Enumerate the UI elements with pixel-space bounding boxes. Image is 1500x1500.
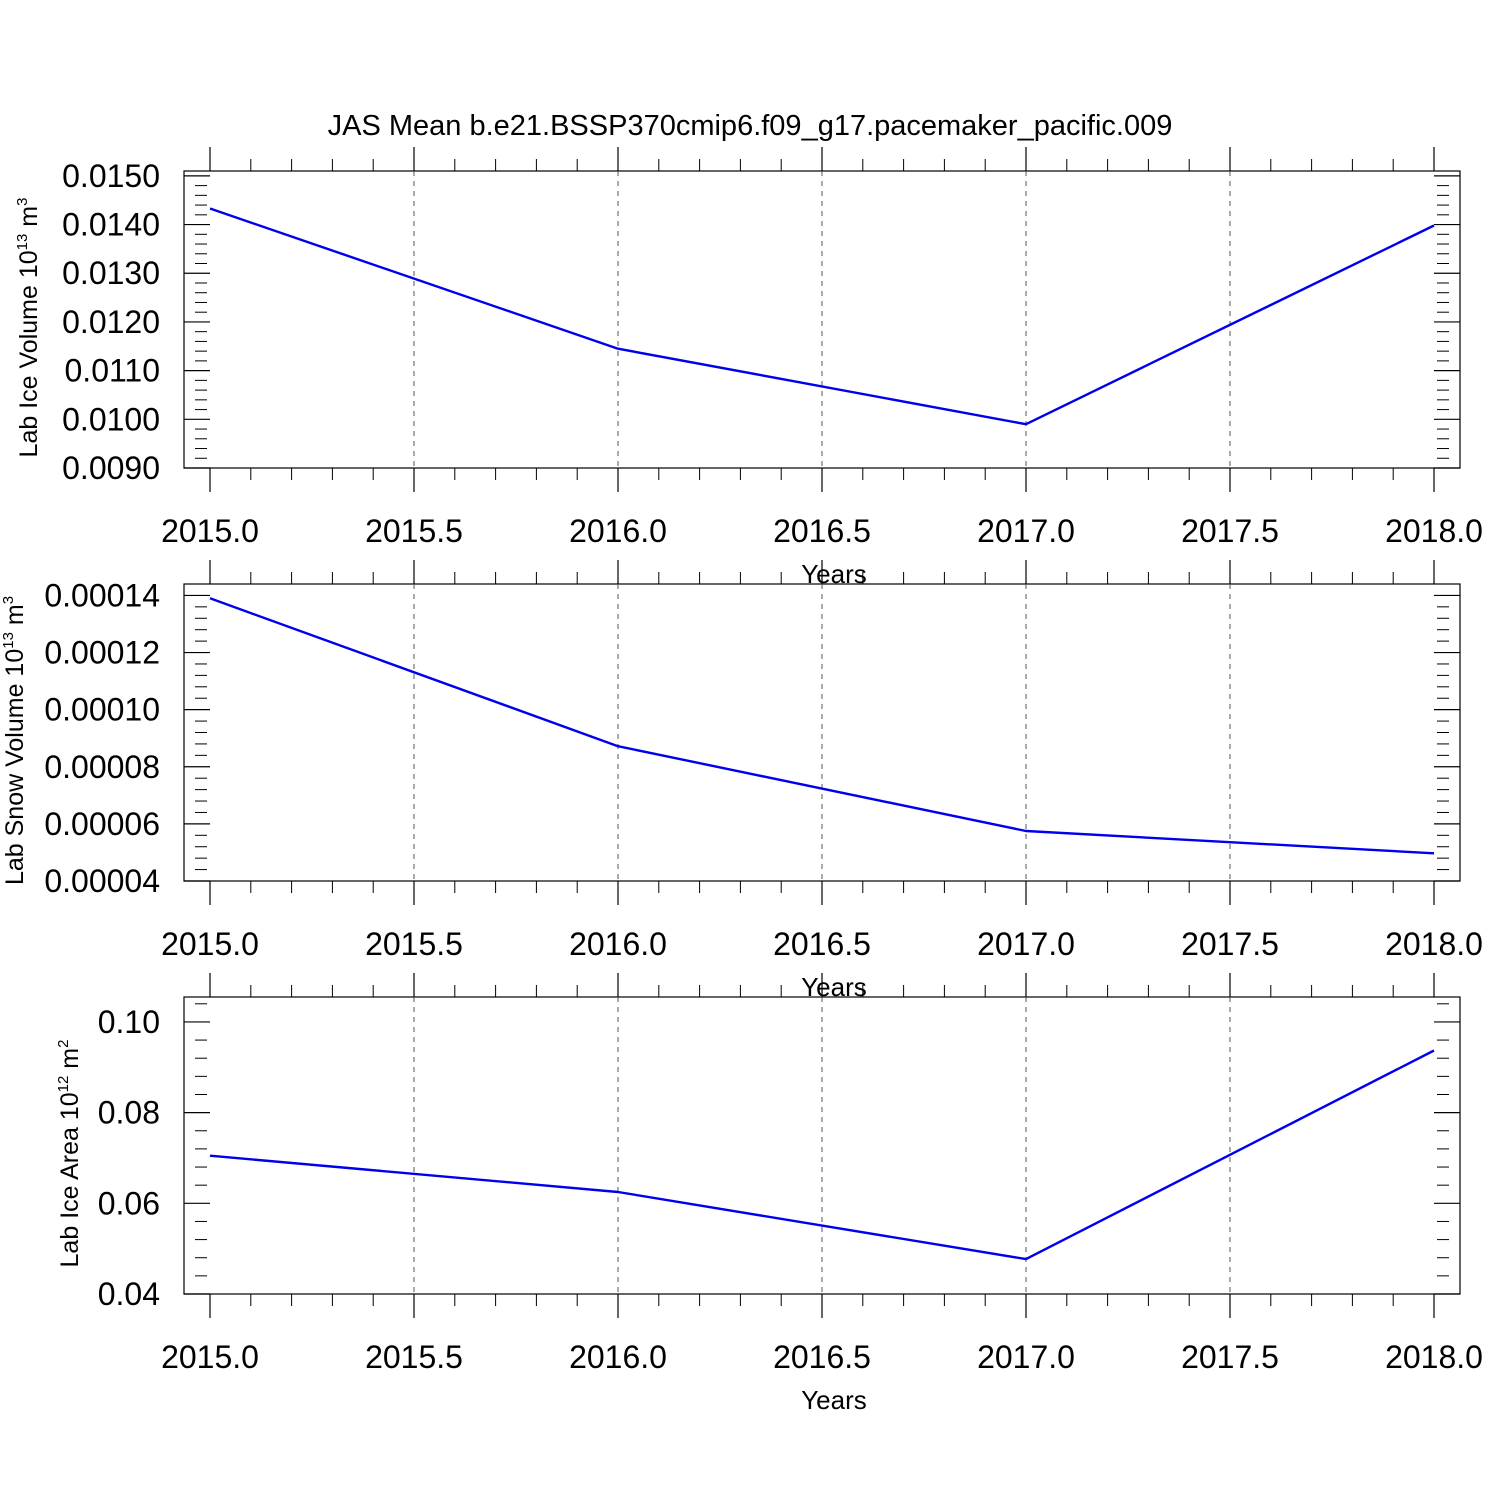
panel-1: 2015.0 2015.5 2016.0 2016.5 2017.0 2017.5 2018… <box>14 147 1483 589</box>
x-tick-label: 2018.0 <box>1385 926 1483 962</box>
y-axis-title-unit-exp: 3 <box>0 596 17 604</box>
y-tick-label: 0.04 <box>98 1276 160 1312</box>
x-tick-label: 2017.5 <box>1181 1339 1279 1375</box>
y-axis-title-exp: 12 <box>55 1076 72 1093</box>
y-axis-title-main: Lab Ice Area 10 <box>56 1092 84 1267</box>
x-tick-label: 2016.0 <box>569 513 667 549</box>
y-axis-title-unit-exp: 2 <box>55 1040 72 1048</box>
y-tick-label: 0.0090 <box>62 450 160 486</box>
y-tick-label: 0.00006 <box>44 806 160 842</box>
y-axis-title-unit: m <box>15 206 43 234</box>
y-axis-title-unit: m <box>56 1048 84 1076</box>
x-tick-label: 2017.0 <box>977 1339 1075 1375</box>
figure-title: JAS Mean b.e21.BSSP370cmip6.f09_g17.pace… <box>328 110 1173 142</box>
x-tick-label: 2015.0 <box>161 513 259 549</box>
x-tick-label: 2016.0 <box>569 926 667 962</box>
y-tick-label: 0.00014 <box>44 577 160 613</box>
x-tick-label: 2017.5 <box>1181 926 1279 962</box>
x-tick-label: 2015.5 <box>365 1339 463 1375</box>
y-tick-label: 0.0150 <box>62 158 160 194</box>
x-axis-title: Years <box>801 1385 867 1415</box>
series-line <box>209 207 1435 426</box>
y-axis-title-unit-exp: 3 <box>14 198 31 206</box>
y-tick-label: 0.0130 <box>62 255 160 291</box>
y-tick-label: 0.0100 <box>62 401 160 437</box>
x-tick-label: 2016.5 <box>773 926 871 962</box>
x-tick-label: 2018.0 <box>1385 1339 1483 1375</box>
series-line <box>209 597 1435 855</box>
y-tick-label: 0.06 <box>98 1185 160 1221</box>
x-tick-label: 2015.5 <box>365 513 463 549</box>
x-tick-label: 2017.0 <box>977 513 1075 549</box>
y-tick-label: 0.00012 <box>44 635 160 671</box>
x-tick-label: 2017.5 <box>1181 513 1279 549</box>
x-tick-label: 2016.5 <box>773 513 871 549</box>
series-line <box>209 1049 1435 1261</box>
y-tick-label: 0.00008 <box>44 749 160 785</box>
panel-2: 2015.0 2015.5 2016.0 2016.5 2017.0 2017.5 2018… <box>0 560 1483 1002</box>
y-axis-title: Lab Snow Volume 1013 m3 <box>0 596 29 885</box>
y-axis-title: Lab Ice Volume 1013 m3 <box>14 198 43 458</box>
y-axis-title-exp: 13 <box>0 632 17 649</box>
x-tick-label: 2016.5 <box>773 1339 871 1375</box>
x-tick-label: 2015.0 <box>161 1339 259 1375</box>
panel-3: 2015.0 2015.5 2016.0 2016.5 2017.0 2017.5 2018… <box>55 973 1483 1415</box>
y-axis-title: Lab Ice Area 1012 m2 <box>55 1040 84 1268</box>
x-tick-label: 2015.5 <box>365 926 463 962</box>
y-axis-title-main: Lab Ice Volume 10 <box>15 250 43 457</box>
y-axis-title-unit: m <box>1 604 29 632</box>
y-tick-label: 0.00004 <box>44 863 160 899</box>
y-axis-title-main: Lab Snow Volume 10 <box>1 649 29 885</box>
y-tick-label: 0.00010 <box>44 692 160 728</box>
y-tick-label: 0.08 <box>98 1095 160 1131</box>
x-tick-label: 2018.0 <box>1385 513 1483 549</box>
x-tick-label: 2017.0 <box>977 926 1075 962</box>
y-tick-label: 0.0110 <box>65 353 161 389</box>
y-tick-label: 0.10 <box>98 1004 160 1040</box>
y-tick-label: 0.0140 <box>62 207 160 243</box>
x-tick-label: 2016.0 <box>569 1339 667 1375</box>
x-tick-label: 2015.0 <box>161 926 259 962</box>
y-axis-title-exp: 13 <box>14 234 31 251</box>
y-tick-label: 0.0120 <box>62 304 160 340</box>
